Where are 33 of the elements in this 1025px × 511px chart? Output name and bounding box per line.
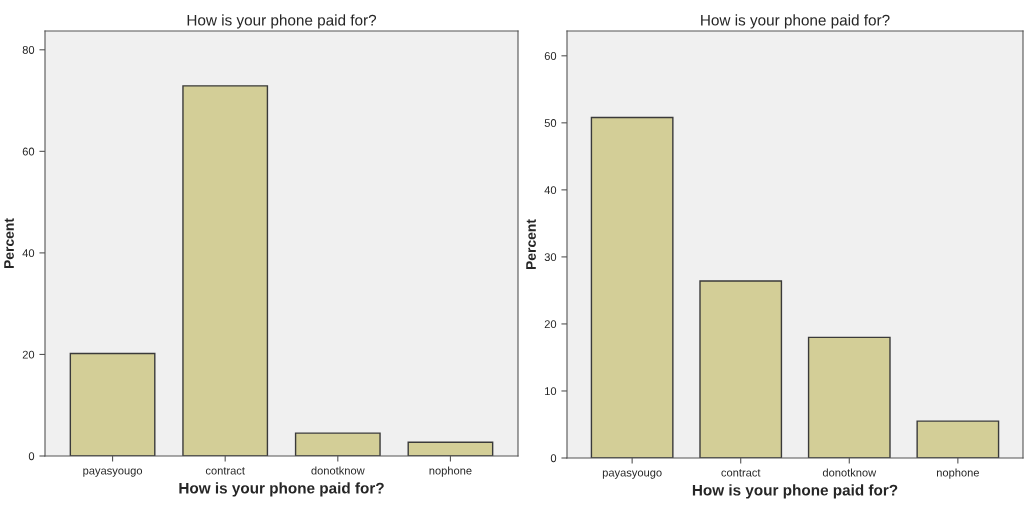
chart-title: How is your phone paid for? bbox=[701, 14, 890, 29]
bar bbox=[294, 432, 381, 456]
bar bbox=[69, 352, 156, 456]
x-tick-label: contract bbox=[721, 469, 761, 477]
x-tick-label: donotknow bbox=[311, 466, 365, 475]
x-tick-label: payasyougo bbox=[602, 470, 662, 479]
y-axis-title: Percent bbox=[4, 218, 14, 269]
y-axis-title: Percent bbox=[526, 219, 536, 270]
x-tick-label: nophone bbox=[936, 468, 979, 479]
y-tick-label: 60 bbox=[544, 52, 557, 60]
bar bbox=[590, 116, 674, 458]
y-tick-label: 10 bbox=[545, 387, 557, 396]
y-tick-label: 20 bbox=[22, 350, 35, 359]
x-tick-label: contract bbox=[205, 467, 245, 475]
y-tick-label: 80 bbox=[22, 46, 35, 54]
y-tick-label: 30 bbox=[544, 253, 557, 262]
bar bbox=[807, 336, 891, 458]
y-tick-label: 50 bbox=[544, 119, 557, 127]
x-tick-label: payasyougo bbox=[83, 468, 143, 477]
y-tick-label: 0 bbox=[28, 452, 35, 461]
bar bbox=[916, 420, 1000, 458]
x-tick-label: nophone bbox=[429, 466, 472, 477]
bar bbox=[699, 280, 783, 458]
bar bbox=[182, 85, 269, 456]
y-tick-label: 40 bbox=[544, 186, 557, 194]
chart-title: How is your phone paid for? bbox=[187, 14, 377, 29]
y-tick-label: 60 bbox=[22, 147, 35, 156]
y-tick-label: 0 bbox=[550, 454, 557, 463]
x-tick-label: donotknow bbox=[822, 468, 877, 477]
y-tick-label: 40 bbox=[22, 249, 35, 258]
x-axis-title: How is your phone paid for? bbox=[179, 482, 384, 497]
x-axis-title: How is your phone paid for? bbox=[692, 484, 898, 499]
y-tick-label: 20 bbox=[544, 320, 557, 329]
